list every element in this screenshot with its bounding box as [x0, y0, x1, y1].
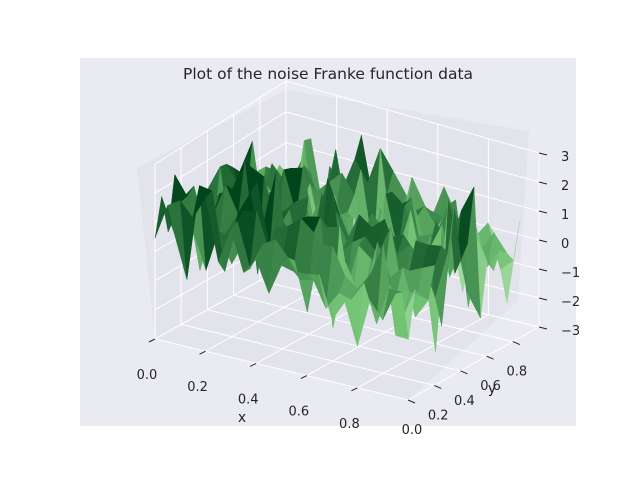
- grid-line: [205, 277, 337, 352]
- y-axis-label: y: [488, 381, 496, 397]
- tick-label: −2: [561, 295, 580, 310]
- tick-label: 0.0: [402, 423, 423, 438]
- tick-label: 2: [561, 179, 569, 194]
- tick-mark: [538, 181, 548, 185]
- grid-line: [207, 309, 461, 372]
- tick-mark: [538, 297, 548, 301]
- grid-line: [285, 111, 540, 183]
- tick-label: 0.8: [339, 417, 360, 432]
- tick-mark: [460, 370, 468, 375]
- tick-mark: [538, 210, 548, 214]
- tick-label: 3: [561, 150, 569, 165]
- tick-mark: [249, 362, 257, 367]
- tick-mark: [199, 350, 206, 355]
- grid-line: [154, 80, 287, 165]
- grid-line: [181, 323, 435, 386]
- tick-label: 0: [561, 237, 569, 252]
- tick-mark: [538, 268, 548, 272]
- tick-mark: [300, 375, 308, 380]
- tick-label: 0.6: [480, 379, 501, 394]
- tick-label: −3: [561, 324, 580, 339]
- tick-label: 0.0: [137, 368, 158, 383]
- tick-label: 0.2: [187, 380, 208, 395]
- chart-title: Plot of the noise Franke function data: [183, 65, 473, 83]
- tick-label: 0.2: [428, 408, 449, 423]
- tick-mark: [538, 326, 548, 330]
- tick-label: 0.6: [288, 405, 309, 420]
- tick-label: 0.4: [238, 392, 259, 407]
- tick-mark: [148, 338, 156, 343]
- tick-mark: [538, 239, 548, 243]
- tick-mark: [407, 399, 416, 404]
- tick-mark: [512, 341, 520, 346]
- grid-line: [357, 314, 489, 389]
- grid-line: [285, 80, 540, 154]
- surface: [154, 135, 520, 352]
- tick-label: 0.8: [506, 365, 527, 380]
- grid-line: [285, 142, 540, 212]
- x-axis-label: x: [238, 410, 246, 426]
- tick-label: 0.4: [454, 394, 475, 409]
- tick-label: 1: [561, 208, 569, 223]
- tick-label: −1: [561, 266, 580, 281]
- tick-marks: [148, 152, 548, 404]
- grid-line: [407, 326, 540, 401]
- grid-line: [154, 338, 409, 401]
- tick-mark: [434, 384, 442, 389]
- surface-facet: [382, 288, 403, 321]
- tick-mark: [351, 387, 358, 392]
- tick-labels: 0.0 0.2 0.4 0.6 0.8 0.0 0.2 0.4 0.6 0.8 −3 −2 −1 0 1 2 3: [137, 150, 581, 438]
- tick-mark: [486, 355, 494, 360]
- tick-mark: [538, 152, 548, 156]
